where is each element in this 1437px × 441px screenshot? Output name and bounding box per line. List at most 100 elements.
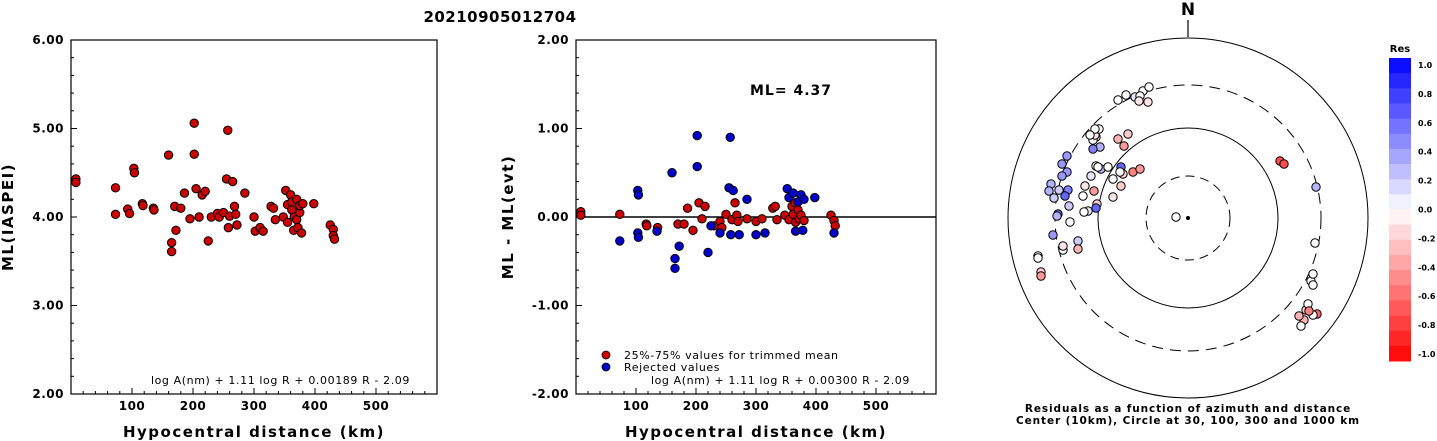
colorbar-cell [1389, 209, 1411, 226]
left-x-tick-label: 300 [241, 399, 268, 413]
polar-station-point [1062, 151, 1072, 161]
polar-station-point [1048, 230, 1058, 240]
middle-data-point [730, 198, 740, 208]
colorbar-ticks: 1.0 0.8 0.6 0.4 0.2 0.0 -0.2 -0.4 -0.6 -0.8 -1.0 [1418, 61, 1436, 359]
ml-annotation: ML= 4.37 [750, 83, 832, 99]
middle-legend: 25%-75% values for trimmed mean Rejected… [601, 349, 838, 374]
middle-data-point [670, 263, 680, 274]
polar-caption-line2: Center (10km), Circle at 30, 100, 300 an… [1016, 415, 1360, 427]
left-data-point [223, 125, 233, 135]
middle-y-tick-label: 0.00 [537, 210, 569, 224]
middle-data-point [810, 192, 820, 203]
middle-data-point [706, 221, 716, 231]
polar-station-point [1085, 130, 1095, 140]
colorbar-cell [1389, 179, 1411, 195]
colorbar-tick-label: -0.6 [1418, 292, 1436, 301]
left-data-point [171, 225, 181, 235]
colorbar-title: Res [1390, 44, 1410, 55]
middle-formula: log A(nm) + 1.11 log R + 0.00300 R - 2.0… [651, 374, 910, 387]
middle-data-point [615, 209, 625, 220]
middle-data-point [829, 228, 839, 238]
left-data-point [189, 118, 199, 128]
colorbar-tick-label: 0.0 [1418, 206, 1433, 215]
middle-y-tick-label: -1.00 [532, 299, 569, 313]
left-data-point [203, 236, 213, 246]
polar-station-point [1080, 181, 1090, 191]
polar-station-point [1108, 174, 1118, 184]
polar-station-point [1088, 144, 1098, 154]
left-data-point [329, 234, 340, 244]
middle-data-point [715, 228, 725, 238]
left-y-tick-label: 4.00 [32, 210, 64, 224]
polar-station-point [1044, 186, 1054, 196]
polar-station-point [1091, 203, 1101, 213]
polar-station-point [1078, 191, 1088, 201]
middle-data-point [642, 221, 652, 231]
polar-station-point [1058, 241, 1068, 251]
polar-station-point [1308, 269, 1318, 279]
colorbar-tick-label: 0.8 [1418, 90, 1433, 99]
colorbar-cells [1389, 58, 1411, 362]
middle-data-point [615, 236, 625, 246]
colorbar-cell [1389, 345, 1411, 362]
left-data-point [309, 199, 319, 209]
polar-station-point [1116, 181, 1126, 191]
left-data-point [227, 176, 238, 187]
middle-x-tick-label: 500 [863, 399, 890, 413]
polar-station-point [1296, 321, 1306, 331]
left-data-point [296, 228, 307, 238]
polar-station-point [1294, 311, 1304, 321]
colorbar-cell [1389, 254, 1411, 271]
left-data-point [258, 226, 268, 236]
north-label: N [1181, 0, 1195, 20]
left-data-point [149, 205, 159, 215]
polar-station-point [1119, 141, 1129, 151]
middle-data-point [700, 201, 710, 212]
middle-x-tick-label: 200 [683, 399, 710, 413]
middle-y-ticks: -2.00 -1.00 0.00 1.00 2.00 [532, 33, 582, 401]
left-data-point [124, 208, 135, 219]
left-data-point [110, 209, 121, 220]
polar-station-point [1113, 95, 1123, 105]
left-data-point [129, 168, 140, 178]
left-x-tick-label: 500 [363, 399, 390, 413]
polar-station-point [1134, 96, 1144, 106]
middle-data-point [633, 232, 644, 243]
colorbar-cell [1389, 164, 1411, 180]
middle-data-point [688, 225, 698, 235]
polar-station-point [1086, 171, 1096, 181]
circle-1000km [1007, 37, 1369, 399]
middle-y-tick-label: 1.00 [537, 122, 569, 136]
polar-station-point [1052, 211, 1062, 221]
middle-x-tick-label: 300 [743, 399, 770, 413]
polar-station-point [1311, 182, 1321, 192]
colorbar-cell [1389, 194, 1411, 210]
left-data-point [240, 188, 250, 198]
polar-station-point [1057, 171, 1067, 181]
middle-y-tick-label: -2.00 [532, 387, 569, 401]
polar-station-point [1033, 253, 1043, 263]
colorbar-cell [1389, 300, 1411, 317]
middle-data-point [757, 214, 767, 224]
left-data-point [71, 177, 81, 188]
left-data-point [249, 212, 259, 222]
middle-points [576, 130, 840, 274]
colorbar-tick-label: -0.2 [1418, 234, 1436, 243]
colorbar-tick-label: 0.4 [1418, 148, 1433, 157]
colorbar-cell [1389, 133, 1411, 150]
middle-data-point [576, 210, 586, 220]
colorbar-tick-label: 0.2 [1418, 177, 1432, 186]
polar-station-point [1304, 306, 1314, 316]
epicenter-dot [1186, 216, 1190, 220]
polar-station-point [1065, 217, 1075, 227]
middle-data-point [760, 228, 770, 238]
left-data-point [298, 199, 308, 209]
middle-data-point [728, 185, 738, 196]
left-data-point [176, 203, 186, 213]
middle-data-point [682, 203, 693, 213]
middle-data-point [652, 226, 662, 236]
page-title: 20210905012704 [423, 8, 577, 26]
middle-x-label: Hypocentral distance (km) [625, 423, 887, 441]
colorbar-cell [1389, 88, 1411, 104]
